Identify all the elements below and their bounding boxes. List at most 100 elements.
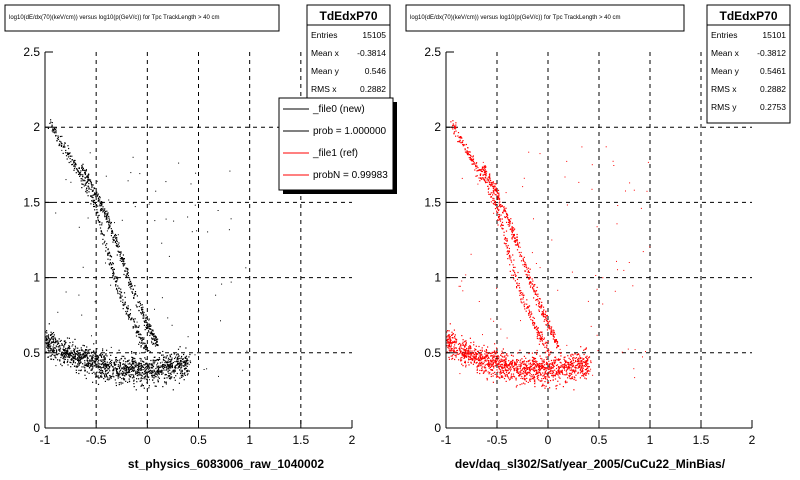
data-point [116, 289, 119, 291]
data-point [503, 206, 505, 208]
data-point [68, 354, 70, 357]
data-point [543, 338, 545, 340]
data-point [167, 371, 169, 373]
data-point [494, 373, 496, 375]
data-point [497, 189, 500, 191]
data-point [521, 294, 523, 296]
data-point [81, 167, 83, 169]
data-point [147, 327, 149, 329]
data-point [545, 367, 547, 369]
data-point [449, 323, 451, 325]
data-point [536, 331, 538, 334]
data-point [577, 359, 579, 361]
data-point [578, 358, 580, 360]
data-point [134, 369, 136, 371]
data-point [73, 162, 75, 164]
data-point [559, 361, 561, 363]
data-point [125, 380, 127, 382]
data-point [534, 291, 537, 293]
data-point [133, 376, 135, 379]
data-point [581, 369, 583, 371]
data-point [116, 241, 118, 243]
data-point [108, 362, 110, 364]
data-point [118, 368, 120, 370]
data-point [590, 361, 592, 364]
data-point [539, 301, 541, 303]
data-point [523, 360, 525, 362]
data-point [504, 355, 506, 357]
data-point [55, 345, 57, 347]
data-point [145, 320, 147, 322]
data-point [165, 181, 167, 183]
data-point [527, 270, 530, 272]
data-point [518, 245, 520, 247]
data-point [491, 365, 493, 367]
data-point [78, 226, 80, 228]
data-point [501, 360, 503, 362]
data-point [164, 381, 166, 383]
data-point [529, 359, 531, 361]
data-point [539, 372, 542, 374]
data-point [565, 361, 567, 363]
data-point [472, 352, 474, 354]
data-point [179, 364, 181, 366]
data-point [549, 366, 551, 368]
data-point [107, 214, 109, 216]
data-point [157, 366, 159, 368]
data-point [81, 366, 83, 368]
data-point [176, 364, 178, 366]
data-point [548, 376, 550, 378]
data-point [482, 178, 484, 180]
data-point [519, 287, 521, 289]
data-point [95, 361, 97, 363]
data-point [93, 199, 96, 201]
data-point [57, 353, 59, 355]
data-point [63, 358, 65, 360]
data-point [108, 379, 110, 381]
data-point [450, 339, 452, 341]
data-point [459, 349, 461, 351]
data-point [492, 192, 494, 194]
data-point [133, 357, 135, 359]
data-point [128, 374, 130, 376]
data-point [164, 362, 166, 364]
data-point [536, 370, 538, 372]
data-point [152, 374, 154, 376]
data-point [480, 357, 483, 359]
data-point [145, 326, 147, 328]
data-point [168, 364, 170, 366]
data-point [156, 364, 158, 366]
data-point [146, 346, 148, 349]
data-point [457, 141, 459, 143]
data-point [507, 258, 509, 260]
data-point [511, 229, 513, 231]
data-point [50, 348, 52, 350]
data-point [105, 363, 107, 365]
data-point [104, 376, 106, 378]
data-point [117, 244, 119, 246]
data-point [97, 383, 100, 385]
data-point [116, 368, 118, 370]
data-point [483, 357, 485, 359]
data-point [102, 350, 104, 352]
data-point [163, 365, 165, 367]
data-point [538, 309, 540, 311]
data-point [97, 217, 99, 219]
data-point [63, 352, 66, 355]
data-point [483, 372, 485, 374]
data-point [462, 339, 464, 341]
data-point [482, 363, 485, 365]
y-tick-label: 1 [434, 271, 441, 285]
data-point [538, 303, 540, 305]
data-point [84, 183, 86, 185]
data-point [85, 352, 87, 354]
data-point [546, 363, 548, 366]
data-point [455, 124, 457, 126]
data-point [65, 291, 67, 293]
data-point [447, 345, 449, 347]
data-point [145, 366, 147, 368]
data-point [61, 355, 63, 357]
data-point [492, 197, 494, 199]
data-point [116, 277, 118, 279]
data-point [131, 352, 133, 354]
